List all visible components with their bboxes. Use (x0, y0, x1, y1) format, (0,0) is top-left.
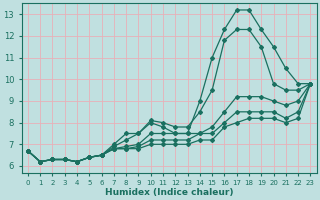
X-axis label: Humidex (Indice chaleur): Humidex (Indice chaleur) (105, 188, 233, 197)
